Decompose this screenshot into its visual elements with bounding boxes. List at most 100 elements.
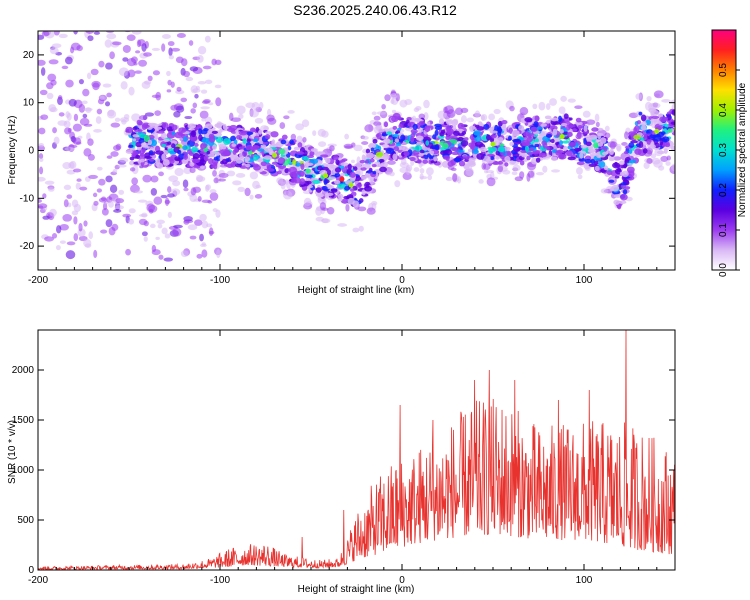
- spectral-blob: [484, 169, 489, 174]
- spectral-blob: [141, 147, 146, 153]
- spectral-blob: [109, 184, 118, 194]
- spectral-blob: [587, 148, 596, 153]
- spectral-blob: [575, 117, 582, 123]
- spectral-blob: [608, 148, 615, 155]
- spectral-blob: [395, 130, 401, 134]
- spectral-blob: [651, 109, 660, 116]
- spectral-blob: [138, 213, 148, 217]
- spectral-blob: [284, 168, 289, 174]
- spectral-blob: [391, 133, 400, 138]
- spectral-blob: [372, 170, 377, 175]
- spectral-blob: [539, 130, 548, 136]
- spectral-blob: [276, 170, 282, 175]
- spectral-blob: [161, 227, 168, 235]
- spectral-blob: [81, 100, 88, 105]
- spectral-blob: [445, 134, 451, 141]
- spectral-blob: [315, 193, 325, 198]
- spectral-blob: [534, 115, 540, 122]
- spectral-blob: [415, 135, 424, 141]
- spectral-blob: [548, 143, 555, 147]
- spectral-blob: [249, 171, 259, 180]
- spectral-blob: [550, 156, 558, 161]
- spectral-blob: [92, 192, 98, 198]
- spectral-blob: [198, 134, 203, 142]
- spectral-blob: [170, 47, 181, 52]
- spectral-blob: [315, 187, 322, 193]
- spectral-blob: [330, 169, 336, 176]
- spectral-blob: [98, 60, 105, 68]
- spectral-blob: [200, 165, 205, 169]
- spectral-blob: [325, 163, 334, 168]
- colorbar-label: Normalized spectral amplitude: [737, 82, 748, 217]
- spectral-blob: [183, 166, 192, 175]
- spectral-blob: [110, 122, 121, 128]
- spectral-blob: [297, 142, 303, 148]
- x-tick-label: 100: [576, 275, 593, 286]
- spectral-blob: [387, 160, 396, 165]
- spectral-blob: [176, 86, 182, 92]
- spectral-blob: [312, 179, 321, 185]
- spectral-blob: [519, 171, 525, 179]
- spectral-blob: [201, 249, 208, 258]
- spectral-blob: [201, 118, 206, 122]
- spectral-blob: [213, 156, 219, 161]
- spectral-blob: [341, 158, 348, 162]
- spectral-blob: [304, 174, 313, 179]
- spectral-blob: [143, 220, 149, 227]
- spectral-blob: [260, 161, 268, 167]
- spectral-blob: [454, 107, 463, 116]
- spectral-blob: [114, 117, 121, 123]
- spectral-blob: [66, 194, 73, 199]
- spectral-blob: [582, 110, 591, 118]
- spectral-blob: [531, 151, 540, 155]
- spectral-hotspot: [348, 182, 354, 188]
- spectral-blob: [357, 206, 367, 212]
- spectral-blob: [245, 102, 256, 109]
- snr-frame: [37, 329, 676, 571]
- spectral-hotspot: [654, 128, 660, 134]
- spectral-blob: [458, 160, 466, 167]
- spectral-blob: [538, 101, 546, 111]
- spectral-blob: [653, 90, 664, 99]
- spectral-blob: [189, 235, 197, 240]
- spectral-blob: [190, 130, 197, 138]
- spectral-blob: [187, 123, 197, 129]
- spectral-blob: [301, 119, 310, 128]
- spectral-blob: [106, 33, 117, 40]
- spectral-blob: [527, 170, 535, 178]
- spectral-blob: [521, 153, 528, 158]
- spectral-blob: [361, 141, 369, 145]
- spectral-blob: [609, 187, 615, 191]
- spectral-blob: [317, 128, 326, 137]
- spectral-blob: [105, 62, 113, 70]
- spectral-blob: [453, 157, 462, 162]
- spectral-blob: [135, 50, 141, 54]
- spectral-blob: [476, 126, 485, 131]
- spectral-blob: [224, 149, 231, 157]
- spectral-blob: [39, 166, 44, 175]
- spectral-blob: [619, 160, 625, 166]
- spectral-blob: [667, 128, 673, 133]
- spectral-blob: [527, 147, 535, 152]
- spectral-blob: [307, 185, 314, 189]
- spectral-blob: [52, 127, 57, 134]
- spectral-blob: [161, 153, 166, 161]
- spectral-blob: [128, 144, 134, 148]
- spectral-blob: [309, 150, 315, 156]
- spectral-blob: [333, 154, 339, 161]
- spectral-blob: [254, 117, 264, 124]
- spectral-blob: [55, 244, 61, 251]
- spectral-blob: [291, 178, 295, 183]
- spectral-blob: [365, 148, 371, 154]
- spectral-blob: [142, 174, 152, 183]
- spectral-blob: [68, 98, 77, 107]
- spectral-blob: [460, 115, 467, 124]
- spectral-blob: [356, 183, 362, 188]
- spectral-blob: [504, 156, 511, 163]
- spectral-blob: [412, 123, 418, 130]
- spectral-blob: [563, 113, 569, 119]
- spectral-blob: [577, 125, 583, 129]
- spectral-blob: [83, 238, 92, 248]
- spectral-blob: [440, 129, 446, 134]
- spectral-blob: [390, 93, 398, 100]
